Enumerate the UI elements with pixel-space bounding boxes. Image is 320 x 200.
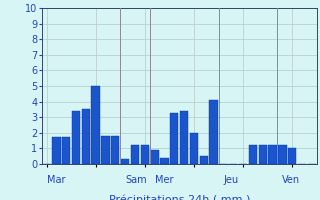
Bar: [200, 156, 208, 164]
Text: Mar: Mar: [46, 175, 65, 185]
Bar: [92, 86, 100, 164]
Text: Précipitations 24h ( mm ): Précipitations 24h ( mm ): [108, 195, 250, 200]
Bar: [209, 100, 218, 164]
Bar: [180, 111, 188, 164]
Text: Ven: Ven: [282, 175, 300, 185]
Text: Sam: Sam: [125, 175, 147, 185]
Bar: [170, 113, 179, 164]
Bar: [259, 145, 267, 164]
Bar: [140, 145, 149, 164]
Bar: [150, 150, 159, 164]
Text: Jeu: Jeu: [223, 175, 238, 185]
Text: Mer: Mer: [155, 175, 173, 185]
Bar: [101, 136, 110, 164]
Bar: [131, 145, 139, 164]
Bar: [111, 136, 119, 164]
Bar: [52, 137, 60, 164]
Bar: [121, 159, 129, 164]
Bar: [278, 145, 287, 164]
Bar: [62, 137, 70, 164]
Bar: [268, 145, 277, 164]
Bar: [160, 158, 169, 164]
Bar: [72, 111, 80, 164]
Bar: [82, 109, 90, 164]
Bar: [190, 133, 198, 164]
Bar: [288, 148, 296, 164]
Bar: [249, 145, 257, 164]
